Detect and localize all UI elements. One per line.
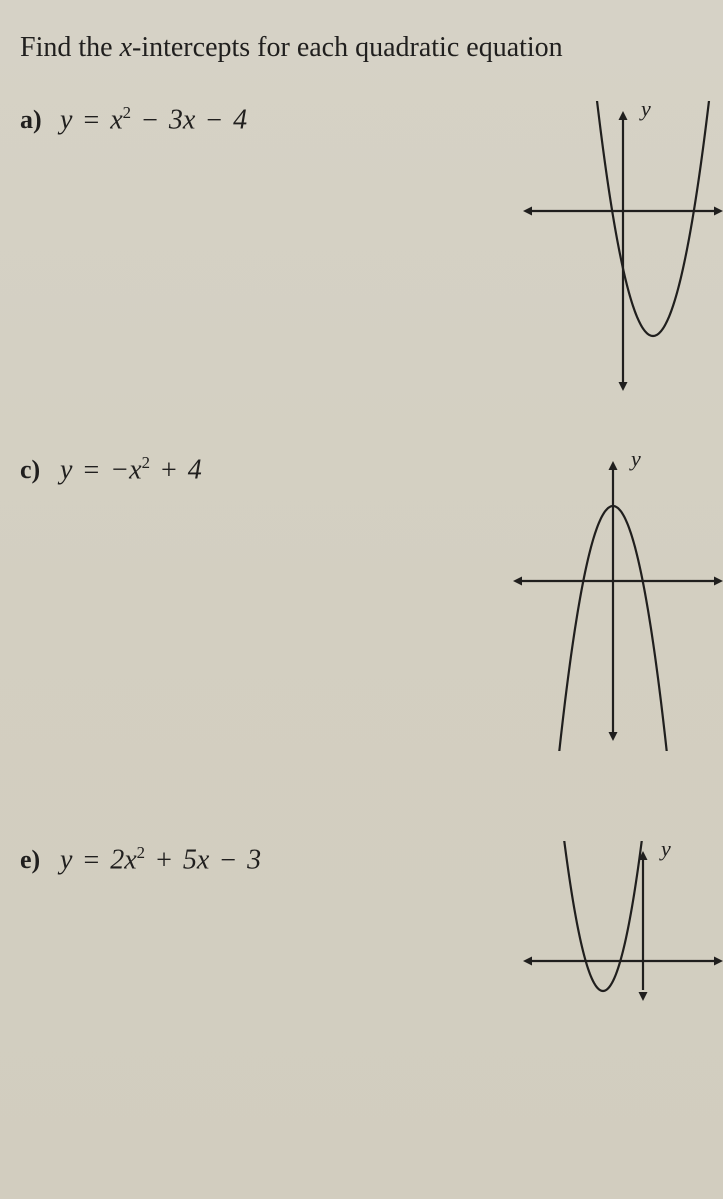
problem-c-graph-area: y — [360, 451, 723, 751]
problem-c-graph: y — [513, 451, 723, 751]
problem-c-label: c) — [20, 451, 60, 485]
problem-e: e) y = 2x2 + 5x − 3 y — [20, 841, 723, 1021]
problem-a: a) y = x2 − 3x − 4 y — [20, 101, 723, 421]
problem-e-graph: y — [513, 841, 723, 1001]
problem-e-label: e) — [20, 841, 60, 875]
problem-a-graph-area: y — [360, 101, 723, 401]
svg-text:y: y — [639, 101, 651, 121]
problem-e-graph-area: y — [360, 841, 723, 1001]
problem-a-label: a) — [20, 101, 60, 135]
problem-e-equation: y = 2x2 + 5x − 3 — [60, 841, 360, 876]
svg-text:y: y — [629, 451, 641, 471]
problem-c: c) y = −x2 + 4 y — [20, 451, 723, 781]
problem-c-equation: y = −x2 + 4 — [60, 451, 360, 486]
instruction-text: Find the x-intercepts for each quadratic… — [20, 30, 723, 66]
worksheet-page: { "instruction": "Find the x-intercepts … — [0, 0, 723, 1199]
svg-text:y: y — [659, 841, 671, 861]
problem-a-equation: y = x2 − 3x − 4 — [60, 101, 360, 136]
problem-a-graph: y — [513, 101, 723, 401]
